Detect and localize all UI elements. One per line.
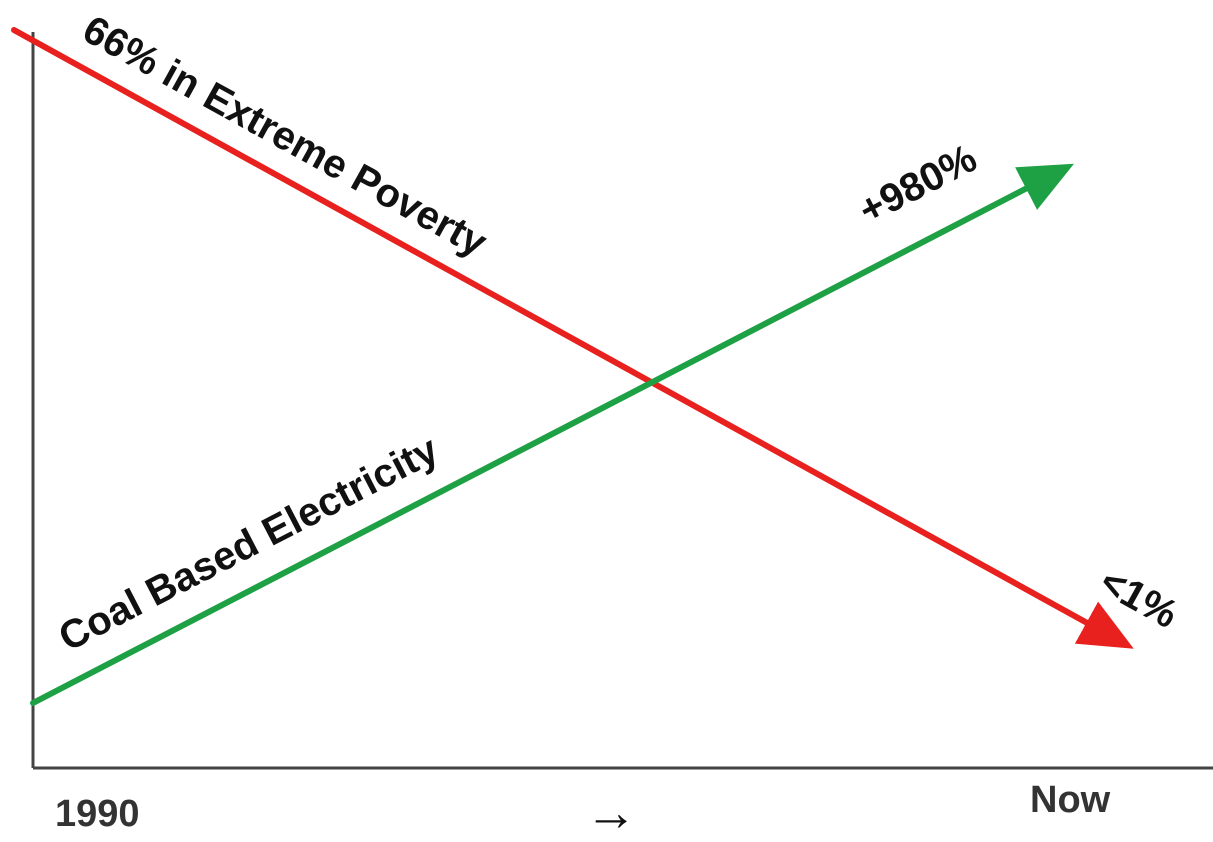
x-tick-label-end: Now [1030,779,1111,821]
coal-series-line [30,163,1074,706]
poverty-end-label: <1% [1093,559,1185,637]
x-direction-arrow-icon: → [585,784,637,842]
poverty-series-label: 66% in Extreme Poverty [76,7,495,265]
x-tick-label-start: 1990 [55,793,140,835]
coal-series-label: Coal Based Electricity [52,427,446,660]
poverty-series-line [11,27,1134,649]
